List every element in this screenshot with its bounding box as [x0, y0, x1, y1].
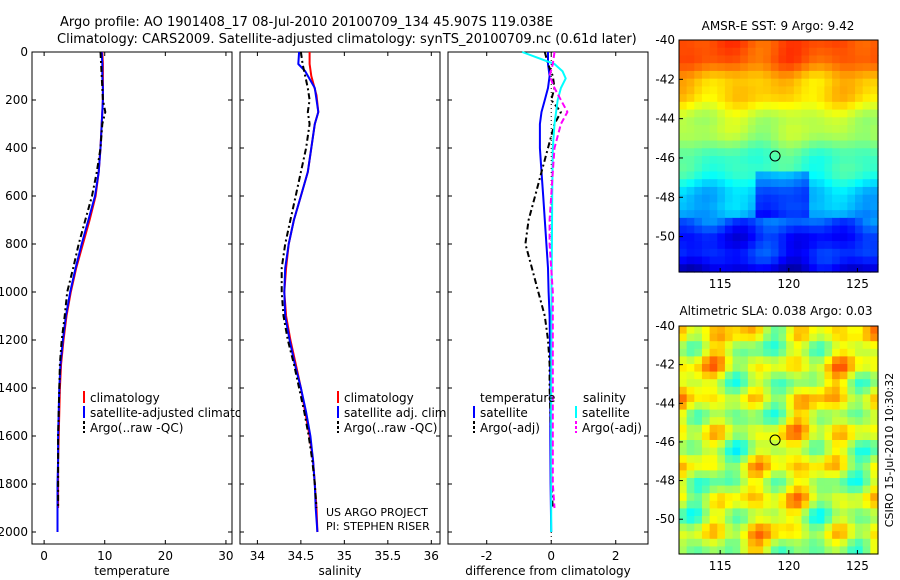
salinity-axes-box	[239, 51, 441, 545]
y-tick-label: 200	[5, 93, 28, 107]
salinity-plot: 34 34.5 35 35.5 36 climatology satellite adj…	[239, 51, 450, 578]
y-tick-label: 400	[5, 141, 28, 155]
sst-map: AMSR-E SST: 9 Argo: 9.42 115 120 125 -40 -42…	[655, 19, 879, 291]
x-tick-label: 115	[709, 559, 732, 573]
x-tick-label: 115	[709, 277, 732, 291]
x-tick-label: 125	[846, 559, 869, 573]
y-tick-label: -44	[655, 396, 675, 410]
timestamp-label: CSIRO 15-Jul-2010 10:30:32	[883, 373, 896, 527]
legend-title-temperature: temperature	[480, 391, 555, 405]
legend-label-satellite: satellite adj. clim.	[344, 406, 450, 420]
y-tick-label: 1000	[0, 285, 28, 299]
legend-label-sal-argo: Argo(-adj)	[582, 421, 642, 435]
legend-label-argo: Argo(..raw -QC)	[344, 421, 437, 435]
legend-label-temp-satellite: satellite	[480, 406, 528, 420]
y-tick-label: -50	[655, 230, 675, 244]
legend-label-satellite: satellite-adjusted climatology	[90, 406, 268, 420]
series-satellite-adj-clim-	[283, 51, 320, 533]
x-tick-label: 34	[250, 549, 265, 563]
x-tick-label: 36	[424, 549, 439, 563]
legend-label-temp-argo: Argo(-adj)	[480, 421, 540, 435]
legend-title-salinity: salinity	[583, 391, 626, 405]
sst-map-frame	[678, 39, 879, 273]
legend-label-sal-satellite: satellite	[582, 406, 630, 420]
y-tick-label: 1200	[0, 333, 28, 347]
legend-label-argo: Argo(..raw -QC)	[90, 421, 183, 435]
argo-position-marker	[769, 434, 781, 446]
y-tick-label: 800	[5, 237, 28, 251]
y-tick-label: -40	[655, 319, 675, 333]
series-argo-raw-qc-	[280, 51, 318, 509]
y-tick-label: -46	[655, 435, 675, 449]
x-tick-label: 34.5	[288, 549, 315, 563]
y-tick-label: 600	[5, 189, 28, 203]
x-tick-label: 35	[337, 549, 352, 563]
difference-legend: temperature salinity satellite Argo(-adj…	[473, 391, 642, 435]
y-tick-label: 1600	[0, 429, 28, 443]
x-tick-label: 120	[777, 277, 800, 291]
y-tick-label: -40	[655, 33, 675, 47]
argo-position-marker	[769, 150, 781, 162]
pi-label: PI: STEPHEN RISER	[326, 520, 430, 533]
x-tick-label: 125	[846, 277, 869, 291]
project-label: US ARGO PROJECT	[326, 506, 428, 519]
sla-map: Altimetric SLA: 0.038 Argo: 0.03 115 120 1…	[655, 304, 879, 573]
temperature-plot: 0 200 400 600 800 1000 1200 1400 1600 1800 2000 0 10…	[0, 45, 268, 578]
y-tick-label: 0	[20, 45, 28, 59]
salinity-legend: climatology satellite adj. clim. Argo(..…	[337, 391, 450, 435]
sst-map-title: AMSR-E SST: 9 Argo: 9.42	[702, 19, 855, 33]
y-tick-label: -42	[655, 358, 675, 372]
sla-map-field	[679, 326, 879, 555]
series-salinity-satellite	[521, 51, 567, 532]
legend-label-climatology: climatology	[90, 391, 160, 405]
x-tick-label: 0	[547, 549, 555, 563]
sst-map-field	[679, 40, 879, 273]
difference-xlabel: difference from climatology	[465, 564, 631, 578]
y-tick-label: -42	[655, 72, 675, 86]
y-tick-label: 2000	[0, 525, 28, 539]
y-tick-label: 1800	[0, 477, 28, 491]
y-tick-label: -48	[655, 190, 675, 204]
y-tick-label: 1400	[0, 381, 28, 395]
figure-title-line1: Argo profile: AO 1901408_17 08-Jul-2010 …	[60, 15, 553, 30]
y-tick-label: -46	[655, 151, 675, 165]
x-tick-label: -2	[481, 549, 493, 563]
difference-plot: -2 0 2 temperature salinity satellite Argo…	[447, 51, 649, 578]
salinity-xlabel: salinity	[318, 564, 361, 578]
sla-map-title: Altimetric SLA: 0.038 Argo: 0.03	[679, 304, 872, 318]
x-tick-label: 120	[777, 559, 800, 573]
series-salinity-argo-adj-	[548, 51, 569, 509]
sla-map-frame	[678, 325, 879, 555]
temperature-xlabel: temperature	[94, 564, 169, 578]
x-tick-label: 20	[158, 549, 173, 563]
series-temperature-argo-adj-	[524, 51, 562, 509]
series-argo-raw-qc-	[57, 51, 107, 508]
x-tick-label: 35.5	[374, 549, 401, 563]
y-tick-label: -50	[655, 512, 675, 526]
x-tick-label: 0	[40, 549, 48, 563]
y-tick-label: -48	[655, 474, 675, 488]
temperature-axes-box	[31, 51, 233, 545]
x-tick-label: 10	[97, 549, 112, 563]
x-tick-label: 30	[218, 549, 233, 563]
legend-label-climatology: climatology	[344, 391, 414, 405]
x-tick-label: 2	[612, 549, 620, 563]
figure-title-line2: Climatology: CARS2009. Satellite-adjuste…	[57, 32, 637, 47]
y-tick-label: -44	[655, 112, 675, 126]
temperature-legend: climatology satellite-adjusted climatolo…	[83, 391, 268, 435]
